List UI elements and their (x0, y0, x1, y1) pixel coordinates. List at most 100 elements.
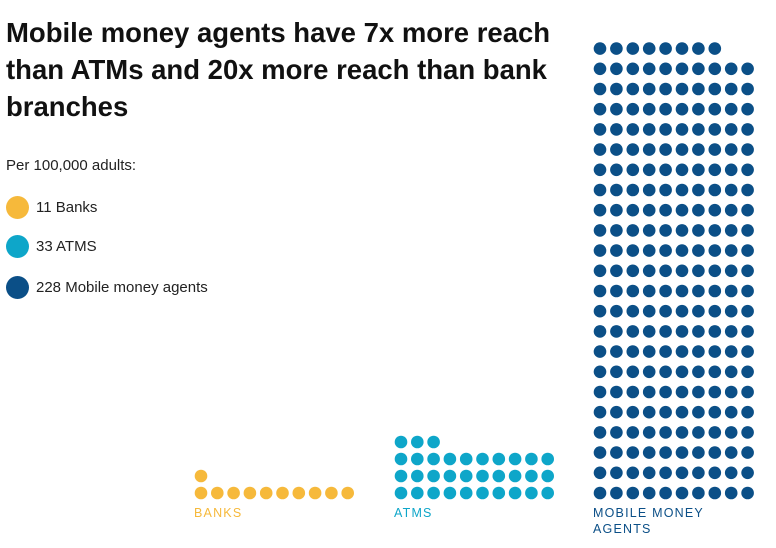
dot (741, 183, 754, 197)
dot (292, 486, 306, 500)
dot (708, 365, 722, 379)
dot (741, 446, 754, 459)
dot (610, 466, 623, 480)
dot (443, 486, 457, 500)
dot (741, 62, 754, 76)
dot (593, 284, 607, 298)
dot (642, 365, 656, 379)
dot (541, 452, 554, 466)
dot (626, 264, 640, 278)
dot (525, 469, 538, 483)
dot (492, 452, 506, 466)
dot (610, 325, 623, 338)
dot (642, 42, 656, 55)
dot (593, 365, 607, 379)
dot (642, 82, 656, 96)
dot (675, 123, 689, 136)
dot (610, 426, 623, 439)
dot (642, 123, 656, 136)
dot (394, 435, 408, 449)
dot (394, 452, 408, 466)
dot (593, 102, 607, 116)
dot (708, 345, 722, 358)
dot (325, 486, 338, 500)
dot (675, 143, 689, 156)
dot (642, 163, 656, 177)
dot (259, 486, 273, 500)
dot (724, 183, 738, 197)
dot (626, 244, 640, 257)
dot (659, 466, 672, 480)
dot (724, 365, 738, 379)
dot (541, 486, 554, 500)
dot (659, 446, 672, 459)
dot (525, 486, 538, 500)
dot (642, 446, 656, 459)
dot (675, 203, 689, 217)
dot (708, 42, 722, 55)
dot (610, 345, 623, 358)
dot (626, 42, 640, 55)
dot (610, 244, 623, 257)
dot (659, 405, 672, 419)
dot (708, 82, 722, 96)
dot (642, 102, 656, 116)
dot (642, 486, 656, 500)
dot (708, 62, 722, 76)
dot (610, 123, 623, 136)
dot (610, 102, 623, 116)
dot (692, 62, 705, 76)
dot (724, 426, 738, 439)
dot (411, 469, 424, 483)
dot (394, 486, 408, 500)
dot (626, 123, 640, 136)
dot (708, 102, 722, 116)
dot (692, 365, 705, 379)
dot (659, 82, 672, 96)
dot (741, 82, 754, 96)
dot (659, 102, 672, 116)
dot (642, 264, 656, 278)
dot (626, 385, 640, 399)
dot (642, 405, 656, 419)
dot (626, 102, 640, 116)
dot (708, 183, 722, 197)
dot (741, 405, 754, 419)
dot (593, 62, 607, 76)
dot (593, 385, 607, 399)
dot (427, 435, 440, 449)
dot (610, 143, 623, 156)
dot (593, 304, 607, 318)
dot (593, 446, 607, 459)
dot (642, 203, 656, 217)
dot (675, 446, 689, 459)
dot (708, 244, 722, 257)
dot (741, 123, 754, 136)
dot (708, 123, 722, 136)
legend-swatch (6, 234, 29, 258)
dot (724, 446, 738, 459)
dot (593, 203, 607, 217)
dot (708, 466, 722, 480)
dot (642, 466, 656, 480)
legend-label: 33 ATMS (36, 237, 97, 255)
dot (610, 183, 623, 197)
dot (411, 435, 424, 449)
dot (692, 203, 705, 217)
dot (724, 405, 738, 419)
dot (741, 466, 754, 480)
dot (741, 284, 754, 298)
dot (394, 469, 408, 483)
dot (276, 486, 289, 500)
dot (593, 244, 607, 257)
legend-swatch (6, 195, 29, 219)
dot (626, 62, 640, 76)
dot (593, 163, 607, 177)
dot (675, 486, 689, 500)
dot (675, 426, 689, 439)
category-label: MOBILE MONEY AGENTS (593, 506, 704, 536)
dot (642, 143, 656, 156)
dot (675, 405, 689, 419)
